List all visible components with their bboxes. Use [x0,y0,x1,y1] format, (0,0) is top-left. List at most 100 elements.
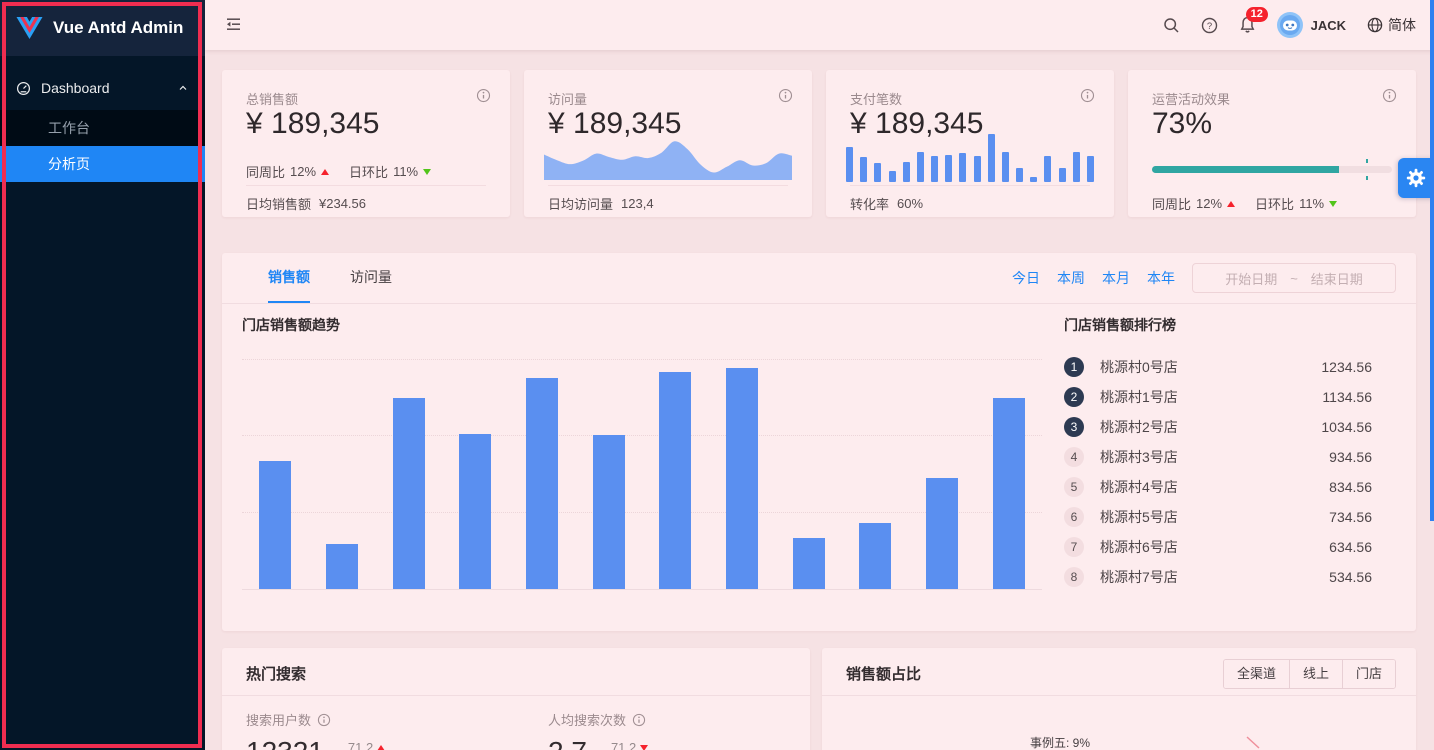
info-icon[interactable] [1382,88,1397,108]
mini-bar [916,152,924,182]
bar [259,461,292,589]
ranking-row: 5 桃源村4号店 834.56 [1064,472,1372,502]
scrollbar-thumb[interactable] [1430,0,1434,521]
mini-bar [874,163,882,182]
ranking-row: 1 桃源村0号店 1234.56 [1064,352,1372,382]
sidebar-item-label: 工作台 [48,120,90,136]
help-icon[interactable]: ? [1201,17,1218,34]
mini-bar [1001,152,1009,182]
quick-filter-1[interactable]: 今日 [1012,270,1040,286]
quick-filter-3[interactable]: 本月 [1102,270,1130,286]
info-icon[interactable] [778,88,793,108]
sidebar-item-dashboard[interactable]: Dashboard [0,68,205,108]
search-per-user-stat: 人均搜索次数 2.7 71.2 [548,710,649,750]
info-icon[interactable] [1080,88,1095,108]
gridline [242,512,1042,513]
user-menu[interactable]: JACK [1276,12,1346,38]
menu-fold-icon[interactable] [225,16,242,38]
app-title: Vue Antd Admin [53,18,184,37]
mini-bar [846,147,853,182]
dod-label: 日环比 [1255,197,1295,212]
bar [792,538,825,589]
hot-search-title: 热门搜索 [246,666,307,683]
pie-slice-label: 事例五: 9% [1030,736,1091,750]
quick-filters: 今日 本周 本月 本年 [1012,268,1175,288]
card-value: ¥ 189,345 [246,107,380,140]
stat-card-visits: 访问量 ¥ 189,345 日均访问量 123,4 [524,70,812,217]
store-value: 834.56 [1329,479,1372,495]
date-range-picker[interactable]: 开始日期 ~ 结束日期 [1192,263,1396,293]
globe-icon [1367,17,1383,33]
date-filters: 今日 本周 本月 本年 开始日期 ~ 结束日期 [1012,253,1396,303]
mini-bar [959,153,967,182]
card-value: 73% [1152,107,1213,140]
mini-bar [945,155,953,182]
progress-target-marker [1365,176,1368,180]
info-icon[interactable] [476,88,491,108]
end-date-placeholder: 结束日期 [1310,271,1363,287]
dashboard-submenu: 工作台 分析页 [0,110,205,182]
tab-visits[interactable]: 访问量 [350,253,392,303]
sidebar-item-label: 分析页 [48,156,90,172]
progress-target-marker [1365,159,1368,163]
up-arrow-icon [1227,200,1236,207]
segment-button-3[interactable]: 门店 [1341,660,1395,688]
rank-badge: 3 [1064,417,1084,437]
sales-panel: 销售额 访问量 今日 本周 本月 本年 开始日期 ~ 结束日期 门店销售额趋势 门店销… [222,253,1416,631]
ranking-row: 3 桃源村2号店 1034.56 [1064,412,1372,442]
gear-icon [1406,168,1426,188]
mini-bar [888,171,896,182]
hot-search-card: 热门搜索 搜索用户数 12321 71.2 人均搜索次数 2.7 71.2 [222,648,810,750]
bar [992,398,1025,589]
wow-label: 同周比 [246,165,286,180]
bar [925,478,958,589]
sidebar-item-analysis[interactable]: 分析页 [0,146,205,182]
bar [325,544,358,589]
stat-card-campaign: 运营活动效果 73% 同周比 12% 日环比 11% [1128,70,1416,217]
quick-filter-2[interactable]: 本周 [1057,270,1085,286]
language-switcher[interactable]: 简体 [1367,15,1416,35]
down-arrow-icon [423,168,432,175]
ranking-row: 7 桃源村6号店 634.56 [1064,532,1372,562]
card-footer: 转化率 60% [850,194,923,213]
divider [548,185,788,186]
rank-badge: 2 [1064,387,1084,407]
stat-value: 2.7 [548,736,587,750]
dod-label: 日环比 [349,165,389,180]
store-name: 桃源村3号店 [1100,449,1178,465]
sidebar-item-workbench[interactable]: 工作台 [0,110,205,146]
info-icon[interactable] [632,713,646,727]
visits-mini-chart [544,141,792,180]
segment-button-2[interactable]: 线上 [1288,660,1342,688]
rank-badge: 4 [1064,447,1084,467]
dod-value: 11% [1299,196,1325,211]
bars-group [242,355,1042,589]
ranking-row: 2 桃源村1号店 1134.56 [1064,382,1372,412]
divider [822,695,1416,696]
mini-bar [1086,156,1094,182]
tab-label: 销售额 [268,269,310,285]
search-icon[interactable] [1163,17,1180,34]
ranking-panel: 门店销售额排行榜 1 桃源村0号店 1234.56 2 桃源村1号店 1134.56 3 桃源… [1064,315,1372,592]
notifications-bell[interactable]: 12 [1239,7,1268,34]
stat-card-total-sales: 总销售额 ¥ 189,345 同周比 12% 日环比 11% 日均销售额 ¥234.… [222,70,510,217]
logo-row[interactable]: Vue Antd Admin [0,0,205,56]
card-value: ¥ 189,345 [548,107,682,140]
info-icon[interactable] [317,713,331,727]
ranking-row: 4 桃源村3号店 934.56 [1064,442,1372,472]
segment-button-1[interactable]: 全渠道 [1223,660,1289,688]
stat-card-payments: 支付笔数 ¥ 189,345 转化率 60% [826,70,1114,217]
mini-bar [1072,152,1080,182]
rank-badge: 7 [1064,537,1084,557]
tab-sales[interactable]: 销售额 [268,253,310,303]
tab-label: 访问量 [350,269,392,285]
stat-delta: 71.2 [347,740,374,750]
wow-value: 12% [1196,196,1223,211]
sales-ratio-card: 销售额占比 全渠道 线上 门店 事例五: 9% [822,648,1416,750]
card-value: ¥ 189,345 [850,107,984,140]
header: ? 12 JACK [205,0,1434,50]
store-value: 534.56 [1329,569,1372,585]
settings-gear-button[interactable] [1398,158,1434,198]
quick-filter-4[interactable]: 本年 [1147,270,1175,286]
mini-bar [973,156,981,182]
